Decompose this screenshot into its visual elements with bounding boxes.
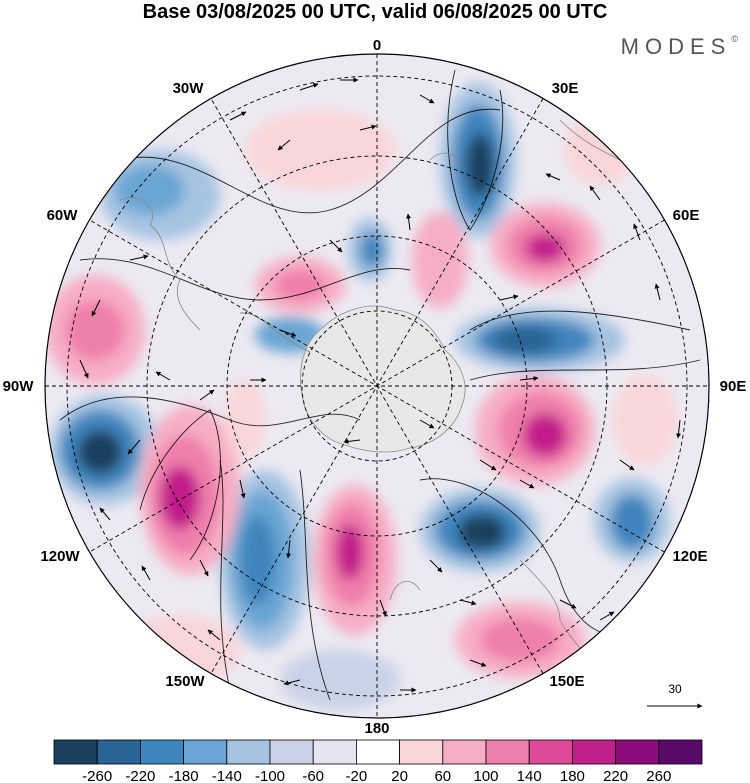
brand-mark: ©: [731, 34, 738, 44]
colorbar-swatch: [312, 739, 357, 765]
map-frame: [44, 53, 710, 719]
colorbar-swatch: [399, 739, 444, 765]
lon-label-120w: 120W: [40, 548, 80, 565]
colorbar-swatch: [269, 739, 314, 765]
lon-label-90w: 90W: [3, 378, 35, 395]
colorbar-swatch: [615, 739, 660, 765]
colorbar-swatch: [485, 739, 530, 765]
colorbar: -260 -220 -180 -140 -100 -60 -20 20 60 100 140 180 2…: [53, 739, 703, 783]
map-title: Base 03/08/2025 00 UTC, valid 06/08/2025…: [142, 1, 608, 23]
lon-label-60w: 60W: [47, 207, 79, 224]
colorbar-swatch: [528, 739, 573, 765]
colorbar-tick-label: -260: [82, 768, 112, 783]
colorbar-swatch: [139, 739, 184, 765]
colorbar-swatch: [53, 739, 98, 765]
reference-vector: 30: [647, 682, 703, 709]
brand-logo: MODES©: [621, 34, 738, 60]
lon-label-120e: 120E: [672, 548, 707, 565]
colorbar-tick-label: 60: [434, 768, 451, 783]
colorbar-tick-label: 180: [560, 768, 585, 783]
colorbar-tick-label: -20: [346, 768, 368, 783]
lon-label-30w: 30W: [173, 80, 205, 97]
colorbar-swatch: [96, 739, 141, 765]
colorbar-tick-label: 20: [391, 768, 408, 783]
lon-label-0: 0: [373, 37, 381, 54]
colorbar-swatch: [355, 739, 400, 765]
lon-label-180: 180: [364, 720, 389, 737]
colorbar-swatch: [183, 739, 228, 765]
graticule: [45, 54, 709, 718]
lon-label-150w: 150W: [165, 673, 205, 690]
colorbar-tick-label: 220: [603, 768, 628, 783]
colorbar-tick-label: -180: [169, 768, 199, 783]
brand-text: MODES: [620, 34, 732, 59]
colorbar-swatch: [658, 739, 703, 765]
reference-vector-label: 30: [668, 682, 682, 696]
colorbar-tick-label: 140: [517, 768, 542, 783]
colorbar-tick-label: -100: [255, 768, 285, 783]
wind-vectors: [79, 77, 681, 693]
colorbar-swatch: [442, 739, 487, 765]
lon-label-30e: 30E: [552, 80, 579, 97]
colorbar-tick-label: 100: [473, 768, 498, 783]
colorbar-tick-label: 260: [646, 768, 671, 783]
lon-label-60e: 60E: [673, 207, 700, 224]
lon-label-150e: 150E: [549, 673, 584, 690]
antarctic-peninsula: [239, 312, 311, 353]
lon-label-90e: 90E: [720, 378, 747, 395]
colorbar-swatch: [226, 739, 271, 765]
contour-lines: [59, 69, 701, 701]
colorbar-tick-label: -60: [302, 768, 324, 783]
colorbar-swatch: [572, 739, 617, 765]
colorbar-tick-label: -220: [125, 768, 155, 783]
colorbar-tick-label: -140: [212, 768, 242, 783]
antarctica-landmass: [300, 305, 466, 453]
